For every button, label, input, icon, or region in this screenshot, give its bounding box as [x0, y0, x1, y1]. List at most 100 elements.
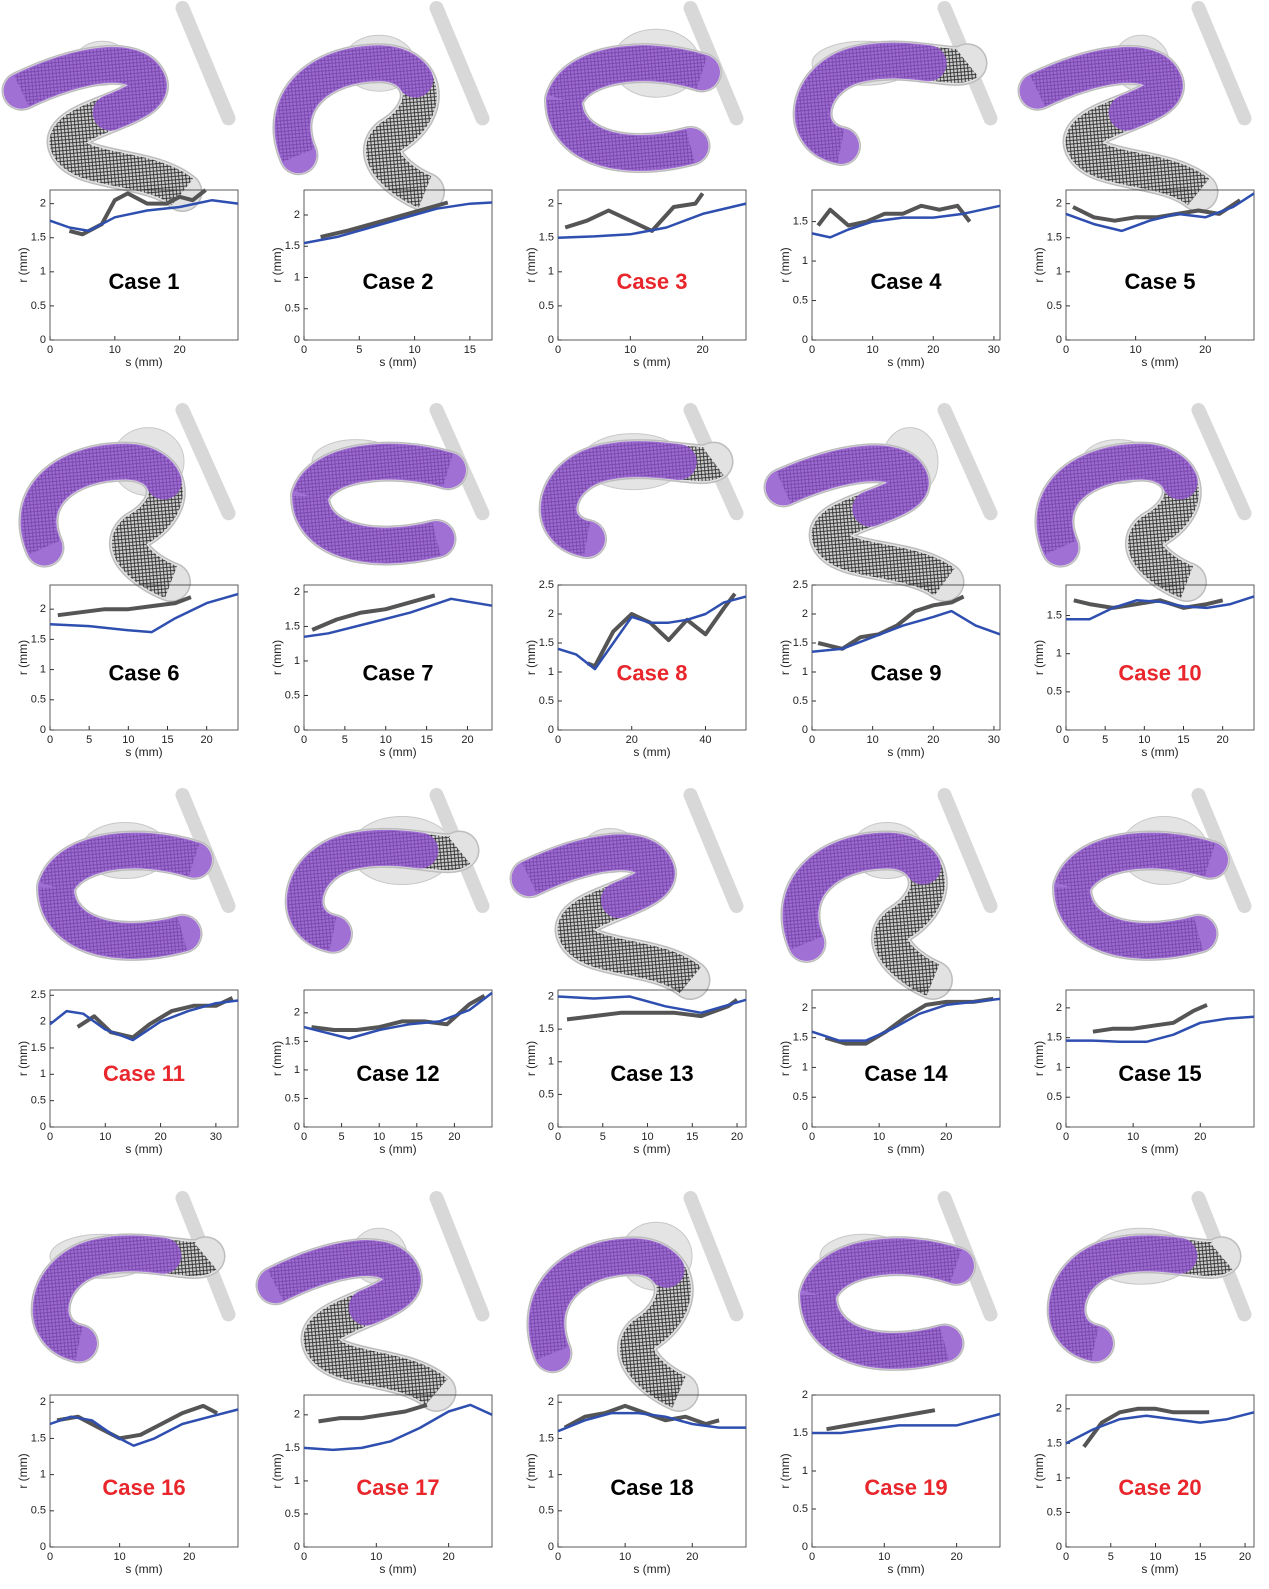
y-tick-label: 1.5: [31, 232, 46, 244]
y-tick-label: 0.5: [793, 294, 808, 306]
y-tick-label: 1.5: [539, 637, 554, 649]
series-line: [318, 1402, 428, 1424]
case-label: Case 9: [871, 661, 942, 686]
case-label: Case 13: [610, 1061, 693, 1086]
y-tick-label: 1: [548, 666, 554, 678]
plot-frame: [557, 584, 747, 731]
vessel-render: [290, 403, 490, 566]
y-tick-label: 1: [548, 1056, 554, 1068]
y-tick-label: 1.5: [31, 1432, 46, 1444]
y-tick-label: 1: [40, 1068, 46, 1080]
x-tick-label: 15: [420, 734, 432, 746]
y-tick-label: 0.5: [1047, 1091, 1062, 1103]
x-tick-label: 0: [809, 1131, 815, 1143]
side-branch: [175, 403, 236, 521]
y-tick-label: 1: [294, 655, 300, 667]
x-tick-label: 10: [99, 1131, 111, 1143]
series-line: [49, 592, 239, 634]
y-tick-label: 1.5: [539, 232, 554, 244]
x-tick-label: 10: [1138, 734, 1150, 746]
vessel-render: [30, 1191, 236, 1364]
vessel-render: [255, 1191, 490, 1412]
x-tick-label: 30: [210, 1131, 222, 1143]
x-tick-label: 40: [699, 734, 711, 746]
y-tick-label: 1.5: [539, 1432, 554, 1444]
x-axis-label: s (mm): [379, 355, 416, 369]
series-line: [557, 595, 747, 671]
x-tick-label: 15: [686, 1131, 698, 1143]
y-tick-label: 1.5: [31, 633, 46, 645]
y-tick-label: 1: [40, 663, 46, 675]
plot-frame: [303, 189, 493, 341]
side-branch: [1191, 1, 1252, 126]
y-tick-label: 0: [548, 724, 554, 736]
y-axis-label: r (mm): [16, 1453, 30, 1488]
plot-frame: [49, 584, 239, 731]
x-tick-label: 20: [686, 1551, 698, 1563]
vessel-render: [792, 1, 998, 166]
y-axis-label: r (mm): [270, 640, 284, 675]
series-line: [1066, 1015, 1255, 1044]
vessel-render: [798, 1191, 998, 1371]
x-tick-label: 0: [555, 1131, 561, 1143]
y-tick-label: 2: [548, 608, 554, 620]
stent-deployed: [1054, 832, 1228, 959]
x-tick-label: 0: [47, 344, 53, 356]
case-label: Case 4: [871, 269, 943, 294]
y-tick-label: 0: [802, 1541, 808, 1553]
y-tick-label: 1: [802, 255, 808, 267]
x-axis-label: s (mm): [379, 1562, 416, 1576]
plot-frame: [303, 584, 493, 731]
side-branch: [175, 1, 236, 126]
y-tick-label: 2: [40, 603, 46, 615]
y-tick-label: 1.5: [539, 1023, 554, 1035]
series-line: [811, 609, 1001, 653]
y-tick-label: 0.5: [285, 1092, 300, 1104]
stent-deployed: [292, 443, 466, 564]
stent-deployed: [286, 829, 478, 952]
stent-deployed: [540, 441, 732, 557]
y-tick-label: 0: [548, 1121, 554, 1133]
y-tick-label: 0.5: [539, 1505, 554, 1517]
series-line: [49, 999, 239, 1042]
y-tick-label: 1: [1056, 266, 1062, 278]
x-tick-label: 0: [301, 734, 307, 746]
x-tick-label: 10: [867, 734, 879, 746]
plot-frame: [303, 1394, 493, 1548]
x-tick-label: 10: [380, 734, 392, 746]
series-line: [320, 200, 449, 239]
case-label: Case 18: [610, 1475, 693, 1500]
y-tick-label: 2.5: [793, 579, 808, 591]
vessel-render: [284, 788, 490, 954]
y-tick-label: 2: [802, 1002, 808, 1014]
x-tick-label: 0: [555, 1551, 561, 1563]
x-tick-label: 0: [301, 1131, 307, 1143]
case-label: Case 12: [356, 1061, 439, 1086]
x-axis-label: s (mm): [887, 745, 924, 759]
y-tick-label: 1: [40, 1469, 46, 1481]
x-tick-label: 5: [342, 734, 348, 746]
series-line: [811, 997, 1001, 1042]
plot-frame: [1065, 584, 1255, 731]
x-tick-label: 15: [1177, 734, 1189, 746]
x-tick-label: 20: [183, 1551, 195, 1563]
vessel-render: [1017, 1, 1252, 212]
stent-deployed: [511, 834, 709, 998]
side-branch: [683, 1191, 744, 1322]
y-tick-label: 1: [294, 271, 300, 283]
x-axis-label: s (mm): [125, 355, 162, 369]
x-tick-label: 0: [809, 1551, 815, 1563]
y-tick-label: 0: [1056, 1121, 1062, 1133]
series-line: [303, 597, 493, 639]
y-tick-label: 0: [1056, 724, 1062, 736]
y-tick-label: 0: [548, 1541, 554, 1553]
stent-deployed: [257, 1240, 455, 1410]
x-tick-label: 20: [1199, 344, 1211, 356]
stent-deployed: [1036, 443, 1205, 600]
y-tick-label: 1: [802, 1061, 808, 1073]
y-tick-label: 1.5: [1047, 1032, 1062, 1044]
y-tick-label: 2: [40, 1016, 46, 1028]
y-tick-label: 0: [40, 724, 46, 736]
case-label: Case 2: [363, 269, 434, 294]
x-tick-label: 0: [1063, 1551, 1069, 1563]
